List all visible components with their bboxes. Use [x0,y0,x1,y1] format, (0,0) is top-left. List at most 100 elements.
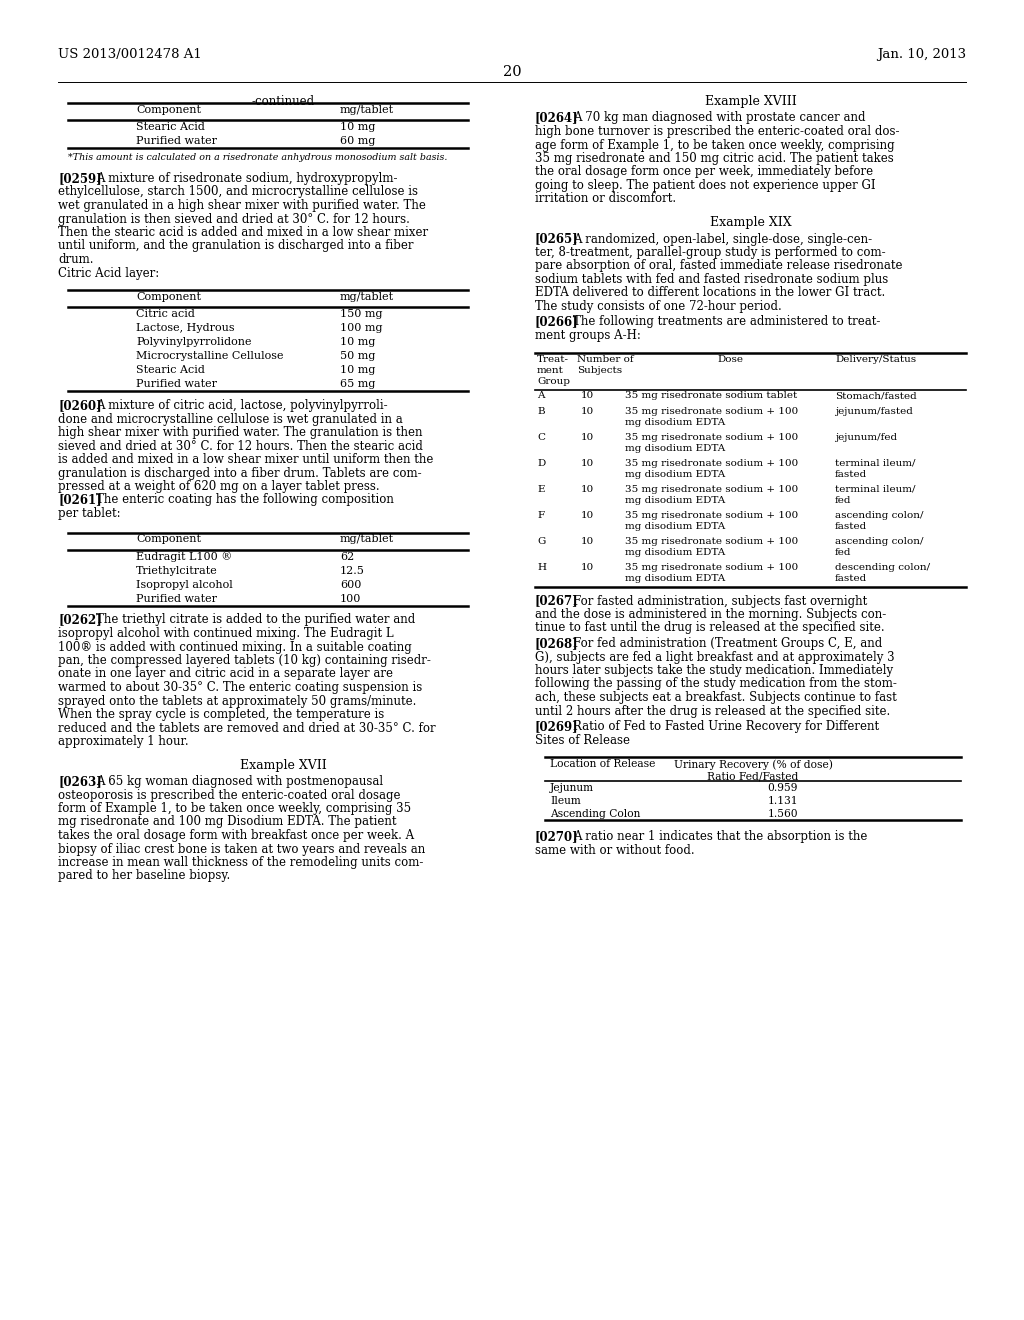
Text: warmed to about 30-35° C. The enteric coating suspension is: warmed to about 30-35° C. The enteric co… [58,681,422,694]
Text: terminal ileum/
fed: terminal ileum/ fed [835,484,915,504]
Text: age form of Example 1, to be taken once weekly, comprising: age form of Example 1, to be taken once … [535,139,895,152]
Text: [0260]: [0260] [58,399,101,412]
Text: osteoporosis is prescribed the enteric-coated oral dosage: osteoporosis is prescribed the enteric-c… [58,788,400,801]
Text: -continued: -continued [252,95,314,108]
Text: 10: 10 [581,458,594,467]
Text: pared to her baseline biopsy.: pared to her baseline biopsy. [58,870,230,883]
Text: [0269]: [0269] [535,719,579,733]
Text: 10: 10 [581,392,594,400]
Text: G: G [537,536,546,545]
Text: [0261]: [0261] [58,494,101,507]
Text: H: H [537,562,546,572]
Text: 12.5: 12.5 [340,565,365,576]
Text: Component: Component [136,292,201,302]
Text: Example XVIII: Example XVIII [705,95,797,108]
Text: 100: 100 [340,594,361,603]
Text: A ratio near 1 indicates that the absorption is the: A ratio near 1 indicates that the absorp… [573,830,867,843]
Text: 35 mg risedronate sodium + 100
mg disodium EDTA: 35 mg risedronate sodium + 100 mg disodi… [625,536,799,557]
Text: [0263]: [0263] [58,775,101,788]
Text: 10 mg: 10 mg [340,121,376,132]
Text: E: E [537,484,545,494]
Text: The enteric coating has the following composition: The enteric coating has the following co… [96,494,394,507]
Text: form of Example 1, to be taken once weekly, comprising 35: form of Example 1, to be taken once week… [58,803,411,814]
Text: following the passing of the study medication from the stom-: following the passing of the study medic… [535,677,897,690]
Text: [0267]: [0267] [535,594,579,607]
Text: 10: 10 [581,511,594,520]
Text: 35 mg risedronate sodium + 100
mg disodium EDTA: 35 mg risedronate sodium + 100 mg disodi… [625,407,799,426]
Text: [0268]: [0268] [535,638,579,649]
Text: and the dose is administered in the morning. Subjects con-: and the dose is administered in the morn… [535,609,886,620]
Text: 100 mg: 100 mg [340,323,383,333]
Text: mg/tablet: mg/tablet [340,292,394,302]
Text: ascending colon/
fed: ascending colon/ fed [835,536,924,557]
Text: [0259]: [0259] [58,172,101,185]
Text: 65 mg: 65 mg [340,379,376,389]
Text: Sites of Release: Sites of Release [535,734,630,747]
Text: 35 mg risedronate sodium + 100
mg disodium EDTA: 35 mg risedronate sodium + 100 mg disodi… [625,458,799,479]
Text: Stearic Acid: Stearic Acid [136,366,205,375]
Text: the oral dosage form once per week, immediately before: the oral dosage form once per week, imme… [535,165,873,178]
Text: The following treatments are administered to treat-: The following treatments are administere… [573,315,881,329]
Text: 1.131: 1.131 [768,796,799,807]
Text: 35 mg risedronate sodium + 100
mg disodium EDTA: 35 mg risedronate sodium + 100 mg disodi… [625,433,799,453]
Text: D: D [537,458,545,467]
Text: Example XVII: Example XVII [240,759,327,771]
Text: A 70 kg man diagnosed with prostate cancer and: A 70 kg man diagnosed with prostate canc… [573,111,865,124]
Text: jejunum/fed: jejunum/fed [835,433,897,441]
Text: Ratio of Fed to Fasted Urine Recovery for Different: Ratio of Fed to Fasted Urine Recovery fo… [573,719,880,733]
Text: 60 mg: 60 mg [340,136,376,147]
Text: per tablet:: per tablet: [58,507,121,520]
Text: drum.: drum. [58,253,93,267]
Text: 600: 600 [340,579,361,590]
Text: Jan. 10, 2013: Jan. 10, 2013 [877,48,966,61]
Text: 1.560: 1.560 [768,809,799,818]
Text: mg/tablet: mg/tablet [340,535,394,544]
Text: biopsy of iliac crest bone is taken at two years and reveals an: biopsy of iliac crest bone is taken at t… [58,842,425,855]
Text: terminal ileum/
fasted: terminal ileum/ fasted [835,458,915,479]
Text: Ascending Colon: Ascending Colon [550,809,640,818]
Text: jejunum/fasted: jejunum/fasted [835,407,912,416]
Text: Polyvinylpyrrolidone: Polyvinylpyrrolidone [136,337,252,347]
Text: Ileum: Ileum [550,796,581,807]
Text: until 2 hours after the drug is released at the specified site.: until 2 hours after the drug is released… [535,705,890,718]
Text: Component: Component [136,535,201,544]
Text: Purified water: Purified water [136,379,217,389]
Text: 35 mg risedronate and 150 mg citric acid. The patient takes: 35 mg risedronate and 150 mg citric acid… [535,152,894,165]
Text: For fasted administration, subjects fast overnight: For fasted administration, subjects fast… [573,594,867,607]
Text: high shear mixer with purified water. The granulation is then: high shear mixer with purified water. Th… [58,426,423,440]
Text: Stearic Acid: Stearic Acid [136,121,205,132]
Text: 150 mg: 150 mg [340,309,383,319]
Text: A mixture of citric acid, lactose, polyvinylpyrroli-: A mixture of citric acid, lactose, polyv… [96,399,388,412]
Text: 10: 10 [581,562,594,572]
Text: Example XIX: Example XIX [710,216,792,228]
Text: Stomach/fasted: Stomach/fasted [835,392,916,400]
Text: Jejunum: Jejunum [550,783,594,793]
Text: 35 mg risedronate sodium + 100
mg disodium EDTA: 35 mg risedronate sodium + 100 mg disodi… [625,511,799,531]
Text: US 2013/0012478 A1: US 2013/0012478 A1 [58,48,202,61]
Text: [0270]: [0270] [535,830,579,843]
Text: high bone turnover is prescribed the enteric-coated oral dos-: high bone turnover is prescribed the ent… [535,125,899,139]
Text: irritation or discomfort.: irritation or discomfort. [535,193,676,206]
Text: For fed administration (Treatment Groups C, E, and: For fed administration (Treatment Groups… [573,638,883,649]
Text: A randomized, open-label, single-dose, single-cen-: A randomized, open-label, single-dose, s… [573,232,872,246]
Text: Dose: Dose [717,355,743,363]
Text: 35 mg risedronate sodium tablet: 35 mg risedronate sodium tablet [625,392,798,400]
Text: 35 mg risedronate sodium + 100
mg disodium EDTA: 35 mg risedronate sodium + 100 mg disodi… [625,484,799,504]
Text: *This amount is calculated on a risedronate anhydrous monosodium salt basis.: *This amount is calculated on a risedron… [68,153,447,162]
Text: A: A [537,392,545,400]
Text: pare absorption of oral, fasted immediate release risedronate: pare absorption of oral, fasted immediat… [535,260,902,272]
Text: 0.959: 0.959 [768,783,799,793]
Text: reduced and the tablets are removed and dried at 30-35° C. for: reduced and the tablets are removed and … [58,722,435,734]
Text: onate in one layer and citric acid in a separate layer are: onate in one layer and citric acid in a … [58,668,393,681]
Text: Purified water: Purified water [136,136,217,147]
Text: mg risedronate and 100 mg Disodium EDTA. The patient: mg risedronate and 100 mg Disodium EDTA.… [58,816,396,829]
Text: Delivery/Status: Delivery/Status [835,355,916,363]
Text: wet granulated in a high shear mixer with purified water. The: wet granulated in a high shear mixer wit… [58,199,426,213]
Text: [0264]: [0264] [535,111,579,124]
Text: [0265]: [0265] [535,232,579,246]
Text: Citric acid: Citric acid [136,309,195,319]
Text: going to sleep. The patient does not experience upper GI: going to sleep. The patient does not exp… [535,180,876,191]
Text: pan, the compressed layered tablets (10 kg) containing risedr-: pan, the compressed layered tablets (10 … [58,653,431,667]
Text: 50 mg: 50 mg [340,351,376,360]
Text: 10: 10 [581,433,594,441]
